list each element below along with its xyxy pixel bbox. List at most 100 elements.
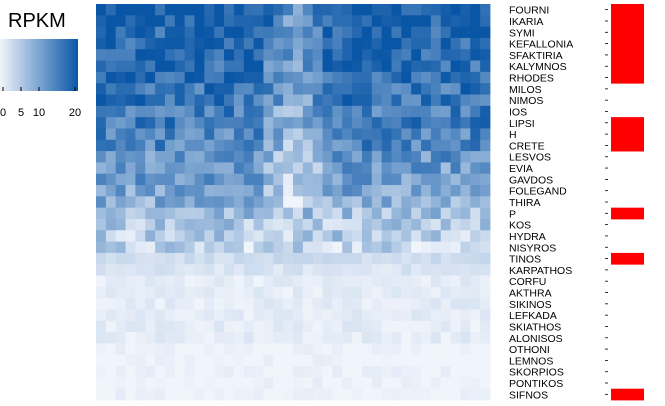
heatmap-cell xyxy=(401,26,412,39)
heatmap-cell xyxy=(253,286,264,299)
heatmap-cell xyxy=(105,320,117,333)
heatmap-cell xyxy=(470,343,481,356)
heatmap-cell xyxy=(381,366,392,378)
heatmap-cell xyxy=(322,343,333,356)
heatmap-cell xyxy=(125,162,136,175)
heatmap-cell xyxy=(352,309,363,322)
heatmap-cell xyxy=(204,388,215,401)
heatmap-cell xyxy=(273,320,284,333)
heatmap-cell xyxy=(293,309,304,322)
heatmap-cell xyxy=(421,377,432,390)
heatmap-cell xyxy=(204,332,215,344)
heatmap-cell xyxy=(283,354,294,367)
heatmap-cell xyxy=(135,15,146,28)
heatmap-cell xyxy=(450,139,461,152)
heatmap-cell xyxy=(243,162,254,175)
heatmap-cell xyxy=(174,196,186,209)
heatmap-cell xyxy=(430,320,442,333)
heatmap-cell xyxy=(391,309,402,322)
heatmap-cell xyxy=(224,49,235,61)
heatmap-cell xyxy=(411,162,422,175)
heatmap-cell xyxy=(450,332,461,344)
heatmap-cell xyxy=(125,185,136,197)
heatmap-cell xyxy=(332,252,343,265)
heatmap-cell xyxy=(145,207,156,220)
heatmap-cell xyxy=(96,264,107,276)
heatmap-cell xyxy=(361,196,373,209)
heatmap-cell xyxy=(135,377,146,390)
heatmap-cell xyxy=(283,252,294,265)
heatmap-cell xyxy=(96,151,107,163)
heatmap-cell xyxy=(371,128,383,141)
heatmap-cell xyxy=(391,105,402,118)
heatmap-cell xyxy=(381,139,392,152)
heatmap-cell xyxy=(480,26,491,39)
heatmap-cell xyxy=(174,15,186,28)
heatmap-cell xyxy=(430,83,442,95)
row-label: HYDRA xyxy=(509,231,546,243)
heatmap-cell xyxy=(263,309,274,322)
heatmap-cell xyxy=(440,26,451,39)
heatmap-cell xyxy=(302,139,314,152)
heatmap-cell xyxy=(96,60,107,73)
heatmap-cell xyxy=(391,117,402,129)
heatmap-cell xyxy=(253,49,264,61)
heatmap-cell xyxy=(155,230,166,242)
heatmap-cell xyxy=(263,275,274,288)
heatmap-cell xyxy=(125,15,136,28)
heatmap-cell xyxy=(302,332,314,344)
heatmap-cell xyxy=(135,320,146,333)
heatmap-cell xyxy=(125,354,136,367)
heatmap-cell xyxy=(440,218,451,231)
heatmap-cell xyxy=(361,343,373,356)
heatmap-cell xyxy=(361,60,373,73)
heatmap-cell xyxy=(253,298,264,310)
heatmap-cell xyxy=(391,60,402,73)
heatmap-cell xyxy=(371,377,383,390)
heatmap-cell xyxy=(342,377,353,390)
heatmap-cell xyxy=(371,230,383,242)
heatmap-cell xyxy=(421,264,432,276)
heatmap-cell xyxy=(352,218,363,231)
heatmap-cell xyxy=(174,162,186,175)
heatmap-cell xyxy=(460,128,471,141)
heatmap-cell xyxy=(361,26,373,39)
heatmap-cell xyxy=(105,286,117,299)
heatmap-cell xyxy=(421,354,432,367)
heatmap-cell xyxy=(253,15,264,28)
heatmap-cell xyxy=(430,185,442,197)
heatmap-cell xyxy=(302,128,314,141)
heatmap-cell xyxy=(115,377,126,390)
heatmap-cell xyxy=(233,4,245,16)
heatmap-cell xyxy=(352,37,363,50)
heatmap-cell xyxy=(184,151,195,163)
heatmap-cell xyxy=(105,71,117,84)
annotation-bar xyxy=(611,139,644,152)
heatmap-cell xyxy=(96,37,107,50)
heatmap-cell xyxy=(253,207,264,220)
heatmap-cell xyxy=(273,49,284,61)
heatmap-cell xyxy=(214,26,225,39)
heatmap-cell xyxy=(293,139,304,152)
heatmap-cell xyxy=(342,354,353,367)
heatmap-cell xyxy=(145,37,156,50)
heatmap-cell xyxy=(401,366,412,378)
heatmap-cell xyxy=(460,332,471,344)
heatmap-cell xyxy=(283,185,294,197)
heatmap-cell xyxy=(135,162,146,175)
heatmap-cell xyxy=(164,196,176,209)
heatmap-cell xyxy=(440,185,451,197)
heatmap-cell xyxy=(283,207,294,220)
heatmap-cell xyxy=(460,343,471,356)
heatmap-cell xyxy=(391,207,402,220)
heatmap-cell xyxy=(421,207,432,220)
heatmap-cell xyxy=(312,128,323,141)
heatmap-cell xyxy=(352,354,363,367)
heatmap-cell xyxy=(145,264,156,276)
heatmap-cell xyxy=(224,4,235,16)
row-label: LIPSI xyxy=(509,118,535,130)
heatmap-cell xyxy=(332,343,343,356)
legend-tick-label: 10 xyxy=(33,107,45,119)
heatmap-cell xyxy=(302,343,314,356)
heatmap-cell xyxy=(480,207,491,220)
